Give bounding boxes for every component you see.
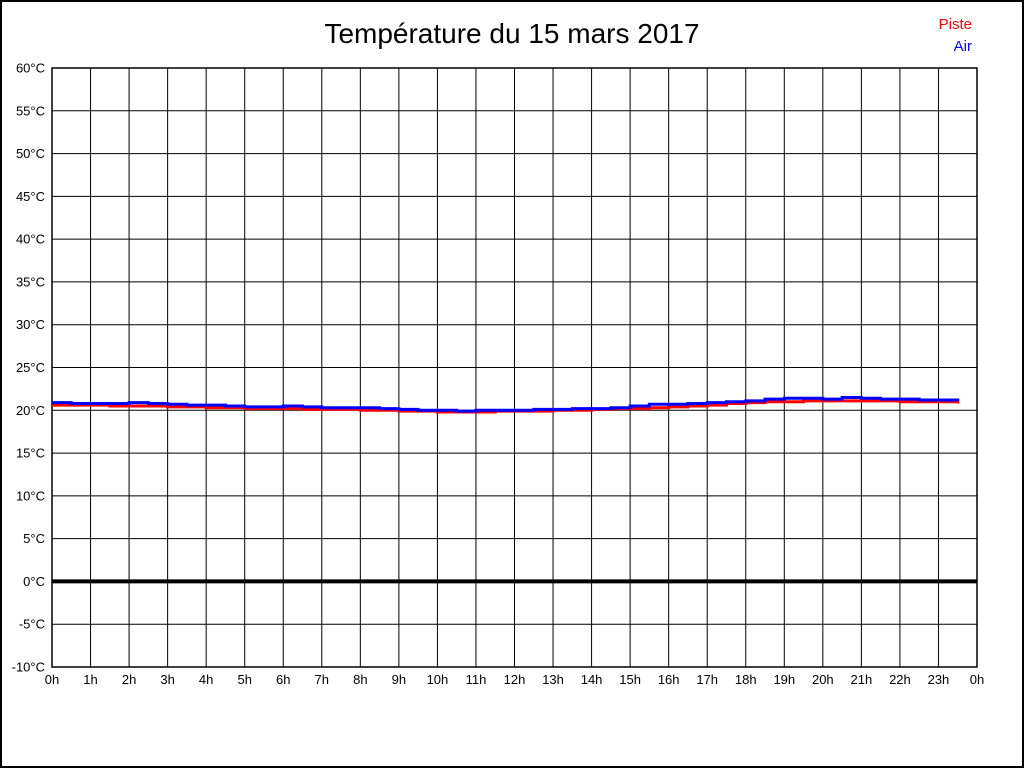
- y-tick-label: 40°C: [16, 232, 45, 247]
- y-tick-label: 35°C: [16, 274, 45, 289]
- y-tick-label: 30°C: [16, 317, 45, 332]
- x-tick-label: 23h: [928, 672, 950, 687]
- x-tick-label: 13h: [542, 672, 564, 687]
- y-tick-label: 25°C: [16, 360, 45, 375]
- x-tick-label: 10h: [427, 672, 449, 687]
- y-tick-label: 45°C: [16, 189, 45, 204]
- x-tick-label: 14h: [581, 672, 603, 687]
- x-tick-label: 4h: [199, 672, 213, 687]
- y-tick-label: 5°C: [23, 531, 45, 546]
- x-tick-label: 20h: [812, 672, 834, 687]
- series-air-line: [52, 395, 960, 413]
- x-tick-label: 19h: [773, 672, 795, 687]
- y-tick-label: 55°C: [16, 103, 45, 118]
- x-tick-label: 0h: [970, 672, 984, 687]
- y-tick-label: -5°C: [19, 617, 45, 632]
- y-tick-label: 0°C: [23, 574, 45, 589]
- x-tick-label: 2h: [122, 672, 136, 687]
- chart-title: Température du 15 mars 2017: [324, 18, 700, 49]
- x-tick-label: 1h: [83, 672, 97, 687]
- x-tick-label: 6h: [276, 672, 290, 687]
- x-tick-label: 11h: [466, 672, 487, 687]
- y-tick-label: 20°C: [16, 403, 45, 418]
- y-tick-label: 50°C: [16, 146, 45, 161]
- x-tick-label: 5h: [237, 672, 251, 687]
- x-tick-label: 0h: [45, 672, 59, 687]
- legend-item-air: Air: [953, 38, 972, 55]
- x-tick-label: 8h: [353, 672, 367, 687]
- x-tick-label: 16h: [658, 672, 680, 687]
- x-tick-label: 15h: [619, 672, 641, 687]
- x-tick-label: 7h: [315, 672, 329, 687]
- y-tick-label: 10°C: [16, 488, 45, 503]
- plot-border: [51, 67, 978, 668]
- y-tick-label: -10°C: [12, 660, 45, 675]
- y-tick-label: 60°C: [16, 61, 45, 76]
- x-tick-label: 21h: [851, 672, 873, 687]
- x-tick-label: 12h: [504, 672, 526, 687]
- x-tick-label: 22h: [889, 672, 911, 687]
- x-tick-label: 3h: [160, 672, 174, 687]
- series-piste-line: [52, 399, 960, 414]
- legend-item-piste: Piste: [938, 16, 972, 33]
- y-tick-label: 15°C: [16, 446, 45, 461]
- x-tick-label: 17h: [696, 672, 718, 687]
- x-tick-label: 18h: [735, 672, 757, 687]
- x-tick-label: 9h: [392, 672, 406, 687]
- legend: Piste Air: [939, 14, 972, 58]
